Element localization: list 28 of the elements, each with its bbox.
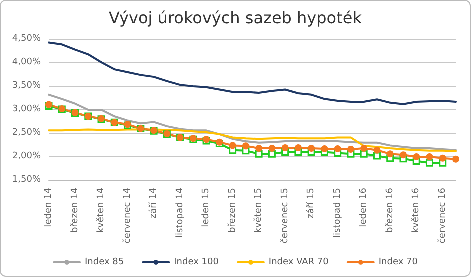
legend-label: Index VAR 70: [268, 258, 330, 268]
y-tick-label: 4,50%: [12, 34, 42, 44]
x-tick-label: leden 14: [44, 188, 54, 228]
x-tick-label: září 15: [306, 188, 317, 219]
y-tick-label: 2,00%: [12, 152, 42, 162]
x-tick-label: leden 16: [359, 188, 370, 228]
legend-label: Index 100: [174, 258, 220, 268]
x-tick-label: květen 14: [96, 188, 107, 234]
x-tick-label: listopad 15: [332, 188, 343, 238]
x-tick-label: listopad 14: [175, 188, 186, 238]
x-tick-label: červenec 16: [436, 188, 448, 244]
chart-title: Vývoj úrokových sazeb hypoték: [109, 8, 363, 28]
x-tick-label: květen 15: [253, 188, 264, 234]
x-tick-label: červenec 15: [279, 188, 290, 244]
y-tick-label: 3,50%: [12, 81, 42, 91]
y-tick-label: 4,00%: [12, 58, 42, 68]
legend-label: Index 70: [378, 258, 418, 268]
x-tick-label: leden 15: [202, 188, 212, 228]
x-tick-label: březen 16: [384, 188, 396, 234]
legend-label: Index 85: [85, 258, 124, 268]
y-tick-label: 1,50%: [12, 175, 42, 185]
y-tick-label: 3,00%: [12, 104, 42, 114]
x-tick-label: září 14: [148, 188, 160, 219]
x-tick-label: červenec 14: [122, 188, 133, 244]
x-tick-label: květen 16: [410, 188, 422, 234]
x-tick-label: březen 15: [226, 188, 238, 234]
y-tick-label: 2,50%: [12, 128, 42, 138]
x-tick-label: březen 14: [69, 188, 80, 234]
